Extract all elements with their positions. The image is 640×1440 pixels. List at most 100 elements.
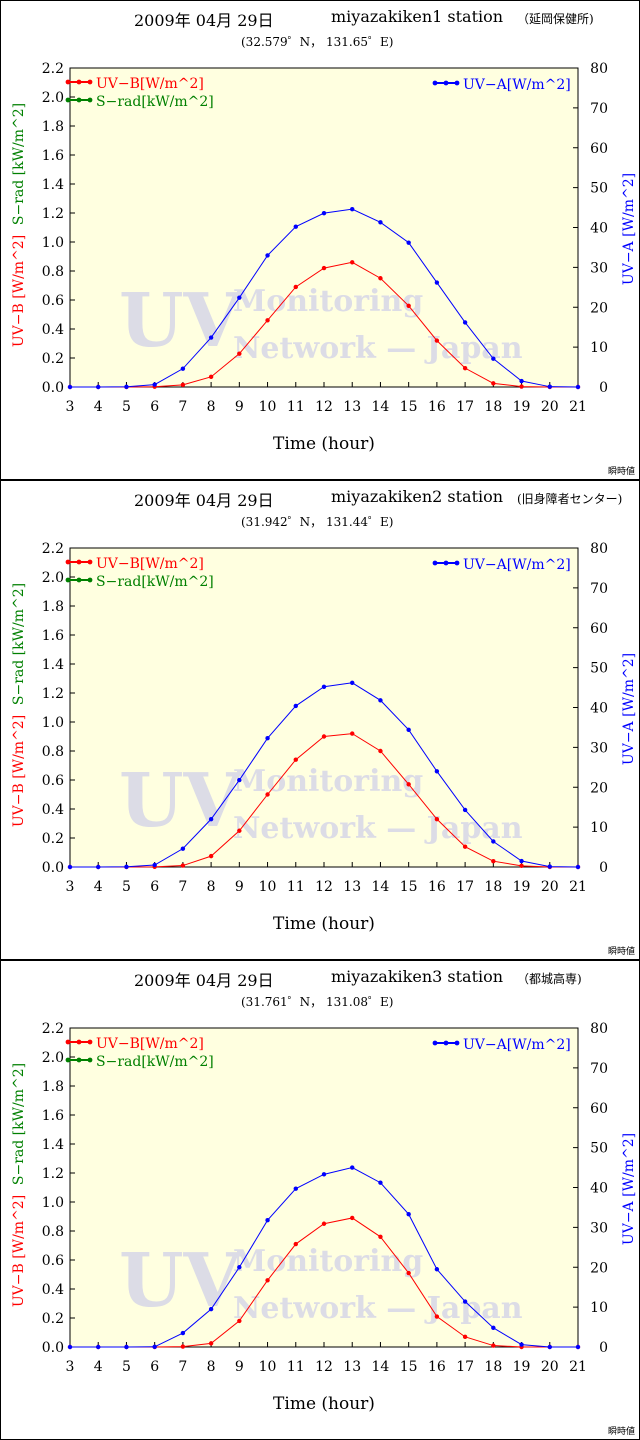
data-point-uva bbox=[67, 384, 73, 390]
y-left-tick-label: 0.6 bbox=[42, 773, 64, 789]
y-right-tick-label: 20 bbox=[590, 1260, 608, 1276]
x-tick-label: 19 bbox=[513, 879, 531, 895]
data-point-uvb bbox=[519, 863, 524, 869]
legend-srad: S−rad[kW/m^2] bbox=[65, 1054, 214, 1070]
y-right-tick-label: 70 bbox=[590, 581, 608, 597]
station-site: （延岡保健所) bbox=[517, 12, 594, 26]
data-point-uvb bbox=[491, 1343, 496, 1348]
x-tick-label: 18 bbox=[484, 1359, 502, 1375]
x-tick-label: 13 bbox=[343, 1359, 361, 1375]
data-point-uvb bbox=[321, 1221, 327, 1226]
x-tick-label: 18 bbox=[484, 399, 502, 415]
x-tick-label: 11 bbox=[287, 879, 305, 895]
plot-area bbox=[69, 547, 579, 868]
y-right-tick-label: 40 bbox=[590, 221, 608, 237]
data-point-uvb bbox=[180, 1344, 186, 1349]
station-coords: (31.761゜N， 131.08゜E) bbox=[241, 995, 394, 1009]
legend-srad-label: S−rad[kW/m^2] bbox=[96, 574, 214, 590]
legend-uva-label: UV−A[W/m^2] bbox=[463, 77, 571, 93]
legend-uva: UV−A[W/m^2] bbox=[432, 557, 571, 573]
data-point-uva bbox=[96, 864, 101, 870]
data-point-uva bbox=[321, 684, 327, 689]
data-point-uva bbox=[519, 858, 524, 864]
x-tick-label: 8 bbox=[207, 399, 216, 415]
data-point-uva bbox=[519, 1342, 524, 1347]
legend-uvb-dot bbox=[87, 559, 93, 565]
legend-uvb-label: UV−B[W/m^2] bbox=[96, 1036, 204, 1052]
legend-uvb: UV−B[W/m^2] bbox=[65, 1036, 204, 1052]
watermark-big: UV bbox=[119, 758, 243, 844]
y-left-tick-label: 2.2 bbox=[42, 1021, 64, 1037]
y-right-tick-label: 80 bbox=[590, 1021, 608, 1037]
x-tick-label: 6 bbox=[150, 399, 159, 415]
x-tick-label: 10 bbox=[259, 399, 277, 415]
data-point-uva bbox=[406, 1212, 411, 1217]
y-right-tick-label: 0 bbox=[599, 860, 608, 876]
y-left-tick-label: 2.2 bbox=[42, 61, 64, 77]
y-left-tick-label: 0.4 bbox=[42, 1282, 64, 1298]
y-left-tick-label: 0.2 bbox=[42, 831, 64, 847]
x-tick-label: 10 bbox=[259, 1359, 277, 1375]
data-point-uva bbox=[237, 777, 242, 783]
y-right-tick-label: 20 bbox=[590, 780, 608, 796]
legend-uva-dot bbox=[454, 560, 460, 566]
x-tick-label: 20 bbox=[541, 879, 559, 895]
y-left-tick-label: 0.8 bbox=[42, 744, 64, 760]
plot-area bbox=[69, 1027, 579, 1348]
x-tick-label: 12 bbox=[315, 399, 333, 415]
data-point-uva bbox=[124, 864, 129, 870]
x-tick-label: 21 bbox=[569, 879, 587, 895]
x-tick-label: 13 bbox=[343, 399, 361, 415]
y-left-label-uvb: UV−B [W/m^2] bbox=[11, 715, 27, 827]
data-point-uva bbox=[434, 769, 440, 774]
y-right-tick-label: 70 bbox=[590, 101, 608, 117]
legend-uva-dot bbox=[443, 1040, 449, 1046]
data-point-uva bbox=[208, 335, 214, 340]
data-point-uva bbox=[462, 807, 468, 813]
station-coords: (32.579゜N， 131.65゜E) bbox=[241, 35, 394, 49]
x-tick-label: 7 bbox=[178, 879, 187, 895]
data-point-uvb bbox=[434, 1314, 440, 1319]
x-tick-label: 4 bbox=[94, 1359, 103, 1375]
data-point-uva bbox=[180, 846, 186, 851]
legend-srad-dot bbox=[65, 577, 71, 583]
watermark-line1: Monitoring bbox=[233, 1244, 423, 1279]
legend-uva-label: UV−A[W/m^2] bbox=[463, 557, 571, 573]
y-left-tick-label: 1.0 bbox=[42, 1195, 64, 1211]
data-point-uvb bbox=[293, 757, 298, 762]
y-right-tick-label: 30 bbox=[590, 260, 608, 276]
y-right-tick-label: 40 bbox=[590, 701, 608, 717]
data-point-uvb bbox=[180, 382, 186, 388]
x-tick-label: 16 bbox=[428, 879, 446, 895]
x-tick-label: 13 bbox=[343, 879, 361, 895]
data-point-uvb bbox=[265, 792, 270, 797]
data-point-uva bbox=[152, 1344, 157, 1350]
y-right-tick-label: 50 bbox=[590, 661, 608, 677]
watermark-line2: Network — Japan bbox=[233, 331, 523, 366]
x-tick-label: 20 bbox=[541, 1359, 559, 1375]
legend-uvb-dot bbox=[87, 79, 93, 85]
data-point-uva bbox=[547, 1344, 552, 1350]
data-point-uva bbox=[265, 253, 270, 258]
station-coords: (31.942゜N， 131.44゜E) bbox=[241, 515, 394, 529]
y-left-tick-label: 0.2 bbox=[42, 351, 64, 367]
y-left-tick-label: 1.4 bbox=[42, 1137, 64, 1153]
data-point-uvb bbox=[519, 384, 524, 389]
data-point-uva bbox=[575, 1344, 581, 1350]
x-tick-label: 17 bbox=[456, 879, 474, 895]
legend-uva-dot bbox=[454, 1040, 460, 1046]
legend-uva-dot bbox=[443, 560, 449, 566]
data-point-uva bbox=[237, 1265, 242, 1270]
data-point-uvb bbox=[406, 1270, 411, 1276]
x-tick-label: 15 bbox=[400, 399, 418, 415]
data-point-uvb bbox=[237, 351, 242, 356]
x-tick-label: 14 bbox=[372, 1359, 390, 1375]
data-point-uva bbox=[180, 1330, 186, 1336]
data-point-uvb bbox=[378, 748, 383, 754]
data-point-uva bbox=[378, 220, 383, 225]
data-point-uva bbox=[96, 384, 101, 390]
y-left-label-srad: S−rad [kW/m^2] bbox=[11, 103, 27, 225]
data-point-uva bbox=[152, 862, 157, 868]
legend-uvb-label: UV−B[W/m^2] bbox=[96, 76, 204, 92]
